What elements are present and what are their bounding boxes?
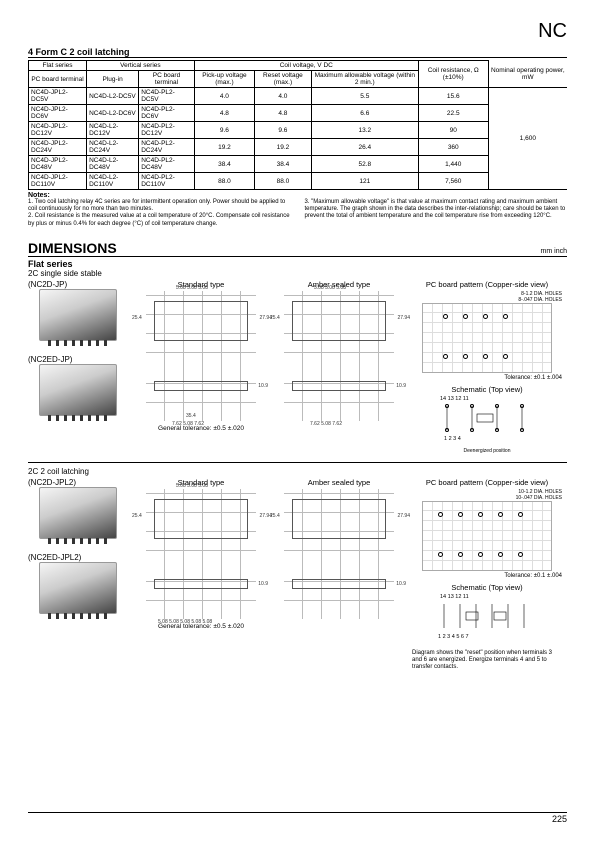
pcb-pattern bbox=[422, 303, 552, 373]
amber-title: Amber sealed type bbox=[308, 478, 371, 487]
relay-photo bbox=[39, 289, 117, 341]
flat-series-label: Flat series bbox=[28, 259, 567, 269]
group1-label: 2C single side stable bbox=[28, 269, 567, 278]
table-row: NC4D-JPL2-DC12VNC4D-L2-DC12VNC4D-PL2-DC1… bbox=[29, 122, 568, 139]
technical-drawing: 5.08 5.08 5.08 25.4 27.94 bbox=[146, 489, 256, 569]
th: Plug-in bbox=[87, 71, 139, 88]
hole-note: 10-1.2 DIA. HOLES 10-.047 DIA. HOLES bbox=[412, 489, 562, 501]
schematic: 14 13 12 11 1 2 3 4 5 6 7 bbox=[432, 596, 542, 646]
table-row: NC4D-JPL2-DC110VNC4D-L2-DC110VNC4D-PL2-D… bbox=[29, 173, 568, 190]
notes-title: Notes: bbox=[28, 192, 567, 199]
technical-drawing: 5.08 5.08 5.08 25.4 27.94 bbox=[146, 291, 256, 371]
th-vertical: Vertical series bbox=[87, 61, 195, 71]
technical-drawing: 7.62 5.08 7.62 35.4 10.9 bbox=[146, 371, 256, 421]
table-row: Flat series Vertical series Coil voltage… bbox=[29, 61, 568, 71]
table-row: NC4D-JPL2-DC6VNC4D-L2-DC6VNC4D-PL2-DC6V4… bbox=[29, 105, 568, 122]
th: Pick-up voltage (max.) bbox=[194, 71, 254, 88]
th-pow: Nominal operating power, mW bbox=[488, 61, 567, 88]
th: PC board terminal bbox=[139, 71, 195, 88]
technical-drawing: 25.4 27.94 bbox=[284, 489, 394, 569]
notes: 1. Two coil latching relay 4C series are… bbox=[28, 199, 567, 228]
group1-row: (NC2D-JP) (NC2ED-JP) Standard type 5.08 … bbox=[28, 280, 567, 454]
model2: (NC2ED-JPL2) bbox=[28, 553, 81, 562]
merged-power: 1,600 bbox=[488, 88, 567, 190]
table-row: NC4D-JPL2-DC5VNC4D-L2-DC5VNC4D-PL2-DC5V4… bbox=[29, 88, 568, 105]
model2: (NC2ED-JP) bbox=[28, 355, 72, 364]
deenergized: Deenergized position bbox=[412, 448, 562, 454]
model1: (NC2D-JP) bbox=[28, 280, 67, 289]
hole-note: 8-1.2 DIA. HOLES 8-.047 DIA. HOLES bbox=[412, 291, 562, 303]
schem-title: Schematic (Top view) bbox=[451, 583, 522, 592]
dim-title-text: DIMENSIONS bbox=[28, 240, 117, 256]
notes-right: 3. "Maximum allowable voltage" is that v… bbox=[305, 199, 568, 228]
dim-unit: mm inch bbox=[541, 248, 567, 255]
divider bbox=[28, 462, 567, 463]
technical-drawing: 10.9 bbox=[284, 569, 394, 619]
th: Reset voltage (max.) bbox=[255, 71, 312, 88]
relay-photo bbox=[39, 364, 117, 416]
table-row: NC4D-JPL2-DC24VNC4D-L2-DC24VNC4D-PL2-DC2… bbox=[29, 139, 568, 156]
th-coilv: Coil voltage, V DC bbox=[194, 61, 418, 71]
schematic: 14 13 12 11 1 2 3 4 bbox=[432, 398, 542, 448]
th: PC board terminal bbox=[29, 71, 87, 88]
pcb-title: PC board pattern (Copper-side view) bbox=[426, 280, 548, 289]
reset-text: Diagram shows the "reset" position when … bbox=[412, 650, 562, 672]
technical-drawing: 5.08 5.08 5.08 25.4 27.94 bbox=[284, 291, 394, 371]
technical-drawing: 7.62 5.08 7.62 10.9 bbox=[284, 371, 394, 421]
group2-row: (NC2D-JPL2) (NC2ED-JPL2) Standard type 5… bbox=[28, 478, 567, 672]
page-footer: 225 bbox=[28, 812, 567, 824]
model1: (NC2D-JPL2) bbox=[28, 478, 76, 487]
th: Maximum allowable voltage (within 2 min.… bbox=[311, 71, 418, 88]
spec-table: Flat series Vertical series Coil voltage… bbox=[28, 60, 567, 190]
th-flat: Flat series bbox=[29, 61, 87, 71]
group2-label: 2C 2 coil latching bbox=[28, 467, 567, 476]
table-row: NC4D-JPL2-DC48VNC4D-L2-DC48VNC4D-PL2-DC4… bbox=[29, 156, 568, 173]
schem-title: Schematic (Top view) bbox=[451, 385, 522, 394]
tolerance: Tolerance: ±0.1 ±.004 bbox=[412, 573, 562, 579]
page-number: 225 bbox=[552, 814, 567, 824]
tolerance: Tolerance: ±0.1 ±.004 bbox=[412, 375, 562, 381]
technical-drawing: 5.08 5.08 5.08 5.08 5.08 10.9 bbox=[146, 569, 256, 619]
relay-photo bbox=[39, 562, 117, 614]
th-res: Coil resistance, Ω (±10%) bbox=[418, 61, 488, 88]
relay-photo bbox=[39, 487, 117, 539]
pcb-title: PC board pattern (Copper-side view) bbox=[426, 478, 548, 487]
pcb-pattern bbox=[422, 501, 552, 571]
dimensions-title: DIMENSIONS mm inch bbox=[28, 240, 567, 257]
schematic-svg bbox=[432, 398, 542, 438]
page-header: NC bbox=[28, 20, 567, 43]
schematic-svg bbox=[432, 596, 542, 636]
section-4formc-title: 4 Form C 2 coil latching bbox=[28, 47, 567, 58]
notes-left: 1. Two coil latching relay 4C series are… bbox=[28, 199, 291, 228]
